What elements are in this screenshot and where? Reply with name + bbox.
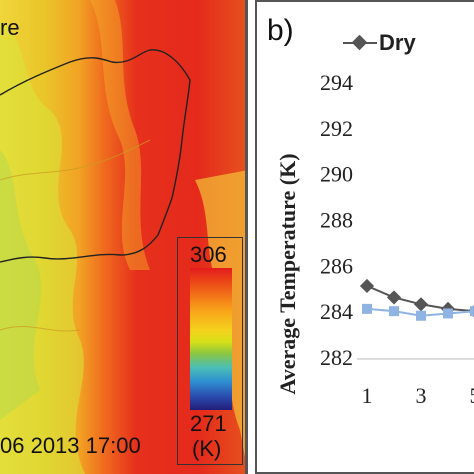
colorbar-min-label: 271 — [190, 411, 227, 436]
line-chart: 282 284 286 288 290 292 294 1 3 5 Average Temperat… — [275, 70, 474, 408]
y-tick-label: 290 — [320, 162, 353, 187]
panel-a-label: re — [0, 15, 20, 40]
x-tick-label: 1 — [362, 383, 373, 408]
y-tick-label: 292 — [320, 116, 353, 141]
second-data-point — [470, 306, 474, 317]
colorbar-unit-label: (K) — [192, 436, 222, 461]
legend-dry-marker — [343, 34, 377, 51]
y-tick-label: 286 — [320, 253, 353, 278]
panel-b-label: b) — [267, 14, 294, 47]
x-tick-label: 5 — [470, 383, 474, 408]
cool-terrain-patch-2 — [0, 150, 42, 420]
y-tick-label: 288 — [320, 208, 353, 233]
line-chart-panel: b) Dry 282 284 286 288 290 292 294 1 3 5 Average T… — [255, 0, 474, 474]
river-line-2 — [0, 326, 81, 332]
second-data-point — [362, 303, 372, 314]
y-axis-label: Average Temperature (K) — [275, 153, 300, 394]
colorbar-max-label: 306 — [190, 242, 227, 267]
basin-boundary — [0, 49, 191, 263]
x-tick-label: 3 — [416, 383, 427, 408]
dry-data-point — [413, 297, 429, 312]
dry-data-point — [359, 278, 375, 294]
y-tick-label: 294 — [320, 70, 353, 95]
colorbar — [190, 268, 232, 410]
second-data-point — [443, 308, 453, 319]
colorbar-legend: 306 271 (K) — [177, 237, 243, 465]
second-data-point — [389, 306, 399, 317]
temperature-map-panel: re 06 2013 17:00 306 271 (K) — [0, 0, 248, 474]
y-tick-label: 282 — [320, 345, 353, 370]
transition-band — [90, 0, 150, 270]
dry-data-point — [386, 290, 402, 305]
y-tick-label: 284 — [320, 299, 353, 324]
ridge-patch — [195, 170, 245, 458]
legend-dry-label: Dry — [379, 30, 416, 55]
second-data-point — [416, 310, 426, 321]
river-line — [0, 139, 151, 181]
map-timestamp: 06 2013 17:00 — [0, 433, 141, 458]
